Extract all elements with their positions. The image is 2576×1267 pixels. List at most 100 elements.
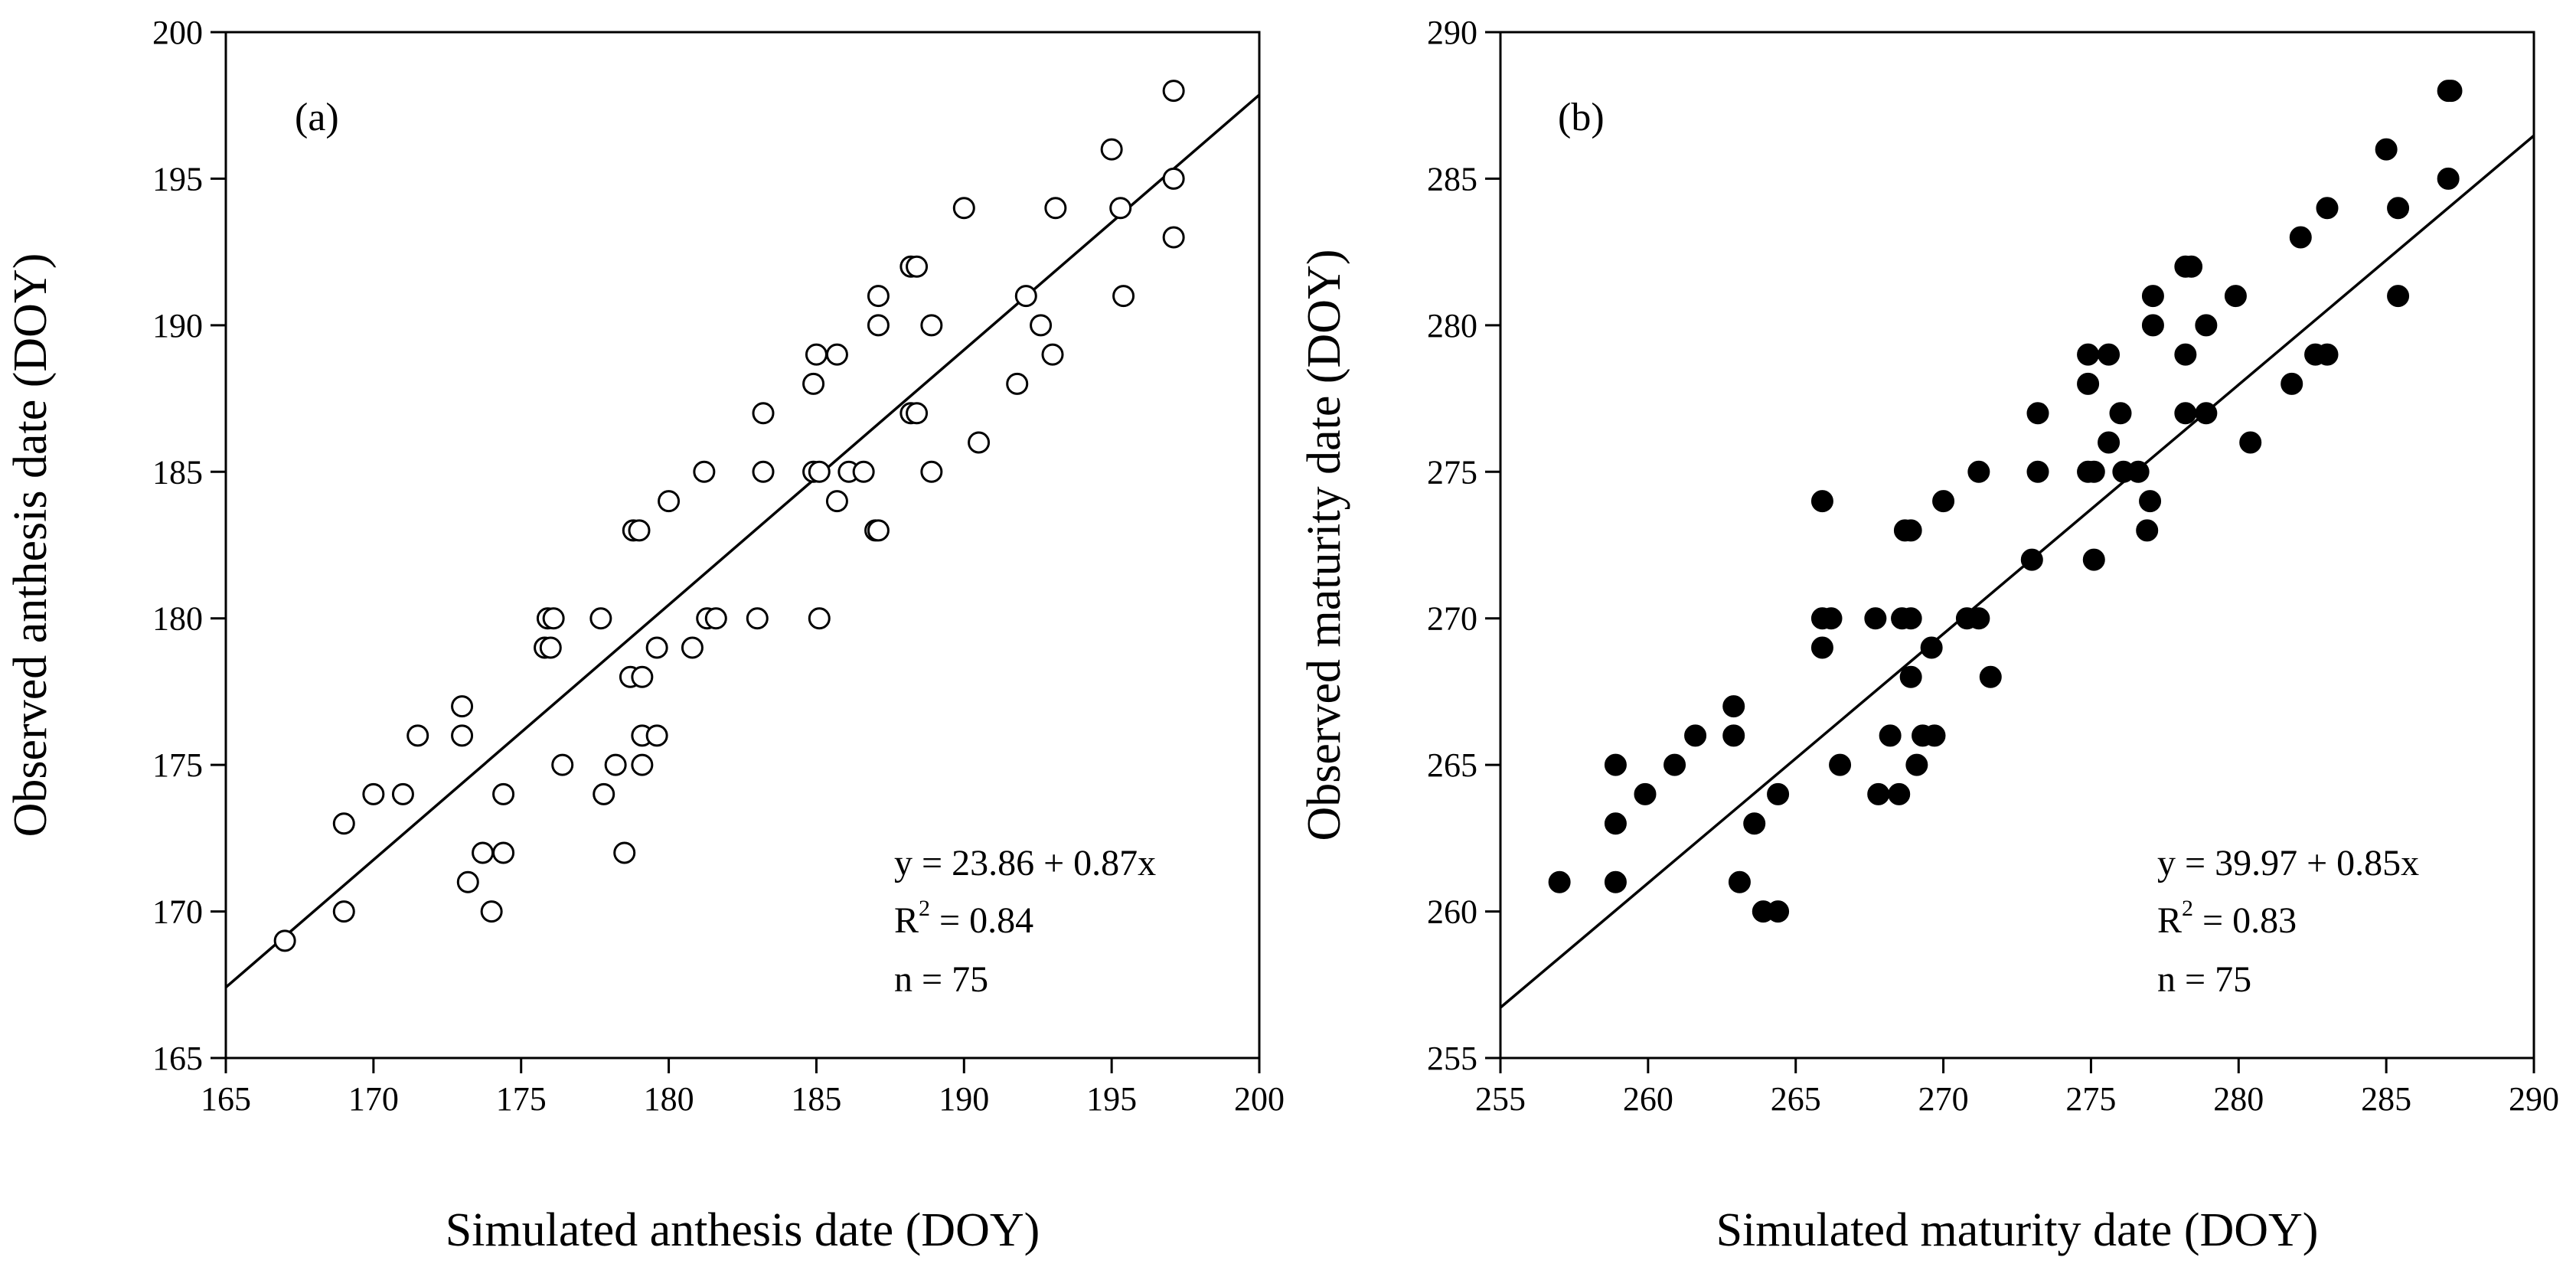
panel-b-r2-prefix: R	[2157, 900, 2182, 941]
panel-b-data-point	[1888, 782, 1911, 805]
panel-b-data-point	[1810, 636, 1833, 659]
panel-a-data-point	[1162, 226, 1185, 249]
panel-a-data-point	[542, 607, 565, 630]
panel-a-data-point	[406, 724, 429, 747]
panel-a-data-point	[808, 607, 831, 630]
panel-a-data-point	[968, 431, 991, 454]
panel-a-x-tick-label: 180	[644, 1080, 694, 1118]
panel-b-data-point	[1820, 607, 1843, 630]
panel-a-r-squared: R2 = 0.84	[894, 896, 1033, 941]
panel-a-data-point	[492, 782, 515, 805]
panel-a-data-point	[593, 782, 615, 805]
panel-b-x-tick-label: 290	[2509, 1080, 2559, 1118]
panel-b-data-point	[1634, 782, 1657, 805]
panel-a-data-point	[906, 402, 929, 425]
panel-b-data-point	[2281, 372, 2303, 395]
panel-a-y-tick-label: 175	[152, 746, 203, 784]
panel-a-data-point	[492, 841, 515, 864]
panel-a-data-point	[920, 460, 943, 483]
panel-a-data-point	[752, 402, 775, 425]
panel-b-data-point	[2082, 548, 2105, 571]
panel-a-equation: y = 23.86 + 0.87x	[894, 843, 1156, 883]
panel-b-y-tick-label: 260	[1427, 893, 1477, 931]
panel-b-y-tick-label: 275	[1427, 453, 1477, 491]
panel-b-label: (b)	[1558, 96, 1605, 139]
panel-a-data-point	[628, 519, 651, 542]
panel-a-data-point	[1041, 343, 1064, 366]
panel-b-points	[1548, 80, 2463, 923]
panel-b-data-point	[2026, 460, 2049, 483]
panel-b-data-point	[1923, 724, 1946, 747]
panel-a-y-tick-label: 195	[152, 160, 203, 198]
panel-a-data-point	[362, 782, 385, 805]
panel-b-data-point	[2437, 167, 2460, 190]
panel-a-data-point	[867, 285, 890, 308]
panel-b-data-point	[1684, 724, 1707, 747]
panel-a-data-point	[906, 255, 929, 278]
panel-a-data-point	[645, 724, 668, 747]
panel-a-data-point	[681, 636, 704, 659]
panel-b-data-point	[2239, 431, 2262, 454]
panel-a-data-point	[456, 870, 479, 893]
panel-b-data-point	[2141, 285, 2164, 308]
panel-a-data-point	[1162, 80, 1185, 103]
panel-a-data-point	[920, 314, 943, 337]
panel-b-data-point	[2127, 460, 2150, 483]
panel-b-r2-value: = 0.83	[2193, 900, 2297, 941]
panel-a-data-point	[1112, 285, 1135, 308]
panel-b-plot-frame	[1499, 31, 2535, 1060]
panel-b-data-point	[2195, 402, 2218, 425]
panel-b-y-axis: 255 260 265 270 275 280 285 290	[1427, 14, 1500, 1077]
panel-a-data-point	[867, 314, 890, 337]
panel-b-data-point	[1728, 870, 1751, 893]
panel-b-data-point	[2098, 343, 2121, 366]
panel-b-data-point	[2316, 343, 2339, 366]
panel-a-x-axis: 165 170 175 180 185 190 195 200	[201, 1058, 1285, 1118]
panel-a-data-point	[1030, 314, 1053, 337]
panel-b-data-point	[1867, 782, 1890, 805]
panel-a-label: (a)	[295, 96, 339, 139]
panel-b-y-tick-label: 285	[1427, 160, 1477, 198]
panel-a-data-point	[658, 490, 681, 513]
panel-a-data-point	[613, 841, 636, 864]
panel-a-data-point	[472, 841, 495, 864]
panel-b-data-point	[1604, 812, 1627, 835]
panel-a-data-point	[391, 782, 414, 805]
panel-a-data-point	[631, 753, 654, 776]
panel-b-x-tick-label: 275	[2065, 1080, 2116, 1118]
panel-b-data-point	[1905, 753, 1928, 776]
panel-a-data-point	[1044, 197, 1067, 220]
panel-b-y-tick-label: 255	[1427, 1040, 1477, 1077]
panel-b-data-point	[1920, 636, 1943, 659]
panel-a-y-title: Observed anthesis date (DOY)	[5, 253, 57, 838]
panel-a-data-point	[952, 197, 975, 220]
panel-a-data-point	[746, 607, 769, 630]
panel-a-data-point	[451, 724, 474, 747]
panel-a-x-tick-label: 195	[1086, 1080, 1137, 1118]
panel-b-data-point	[1899, 665, 1922, 688]
panel-a-data-point	[1100, 138, 1123, 161]
panel-a-data-point	[825, 490, 848, 513]
panel-b-data-point	[2440, 80, 2463, 103]
panel-b-data-point	[1810, 490, 1833, 513]
panel-a-data-point	[1162, 167, 1185, 190]
panel-b-data-point	[2289, 226, 2312, 249]
panel-a-x-title: Simulated anthesis date (DOY)	[446, 1204, 1040, 1256]
panel-a-data-point	[1014, 285, 1037, 308]
panel-b-data-point	[1722, 724, 1745, 747]
panel-a-regression-line	[224, 93, 1261, 989]
panel-a-data-point	[752, 460, 775, 483]
panel-a-points	[273, 80, 1185, 952]
panel-b-data-point	[1722, 695, 1745, 718]
panel-a-data-point	[805, 343, 828, 366]
panel-b-data-point	[2316, 197, 2339, 220]
panel-a-data-point	[704, 607, 727, 630]
panel-b-data-point	[2098, 431, 2121, 454]
panel-b-data-point	[1604, 753, 1627, 776]
panel-a-data-point	[604, 753, 627, 776]
panel-b-x-title: Simulated maturity date (DOY)	[1716, 1204, 2319, 1256]
panel-b-y-tick-label: 280	[1427, 307, 1477, 345]
panel-b-x-tick-label: 280	[2213, 1080, 2264, 1118]
panel-b-y-tick-label: 265	[1427, 746, 1477, 784]
panel-a-n: n = 75	[894, 959, 988, 1000]
